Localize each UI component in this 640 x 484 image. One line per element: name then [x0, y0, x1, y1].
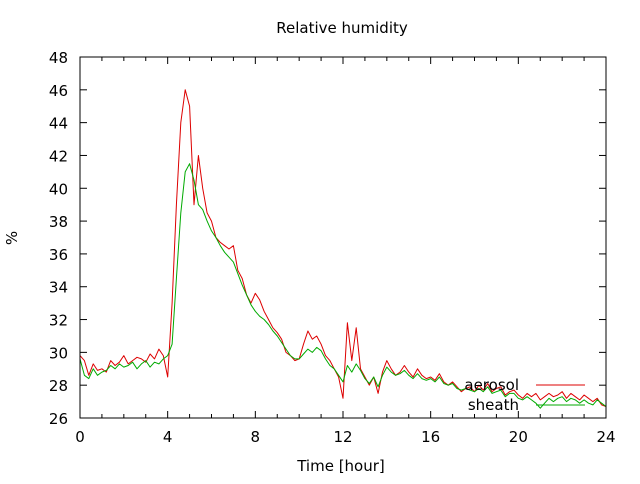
legend: aerosol sheath — [464, 376, 585, 414]
x-tick-label: 16 — [421, 428, 440, 446]
legend-label-aerosol: aerosol — [464, 376, 519, 394]
y-tick-label: 26 — [49, 410, 68, 428]
y-tick-label: 48 — [49, 49, 68, 67]
y-axis-label: % — [3, 231, 21, 245]
y-tick-label: 44 — [49, 115, 68, 133]
y-tick-label: 34 — [49, 279, 68, 297]
plot-area-frame — [79, 56, 607, 419]
y-tick-label: 30 — [49, 344, 68, 362]
y-tick-label: 40 — [49, 180, 68, 198]
y-tick-label: 32 — [49, 312, 68, 330]
x-axis-label: Time [hour] — [296, 457, 385, 475]
series-line-sheath — [79, 163, 607, 409]
y-tick-label: 28 — [49, 377, 68, 395]
series-lines — [79, 89, 607, 409]
x-tick-label: 8 — [251, 428, 261, 446]
y-tick-label: 38 — [49, 213, 68, 231]
y-tick-label: 36 — [49, 246, 68, 264]
x-tick-label: 0 — [75, 428, 85, 446]
chart-title: Relative humidity — [276, 19, 408, 37]
y-tick-label: 42 — [49, 147, 68, 165]
y-tick-label: 46 — [49, 82, 68, 100]
series-line-aerosol — [79, 89, 607, 407]
legend-label-sheath: sheath — [468, 396, 519, 414]
x-tick-label: 12 — [333, 428, 352, 446]
x-tick-label: 4 — [163, 428, 173, 446]
x-tick-label: 24 — [596, 428, 615, 446]
x-tick-label: 20 — [509, 428, 528, 446]
